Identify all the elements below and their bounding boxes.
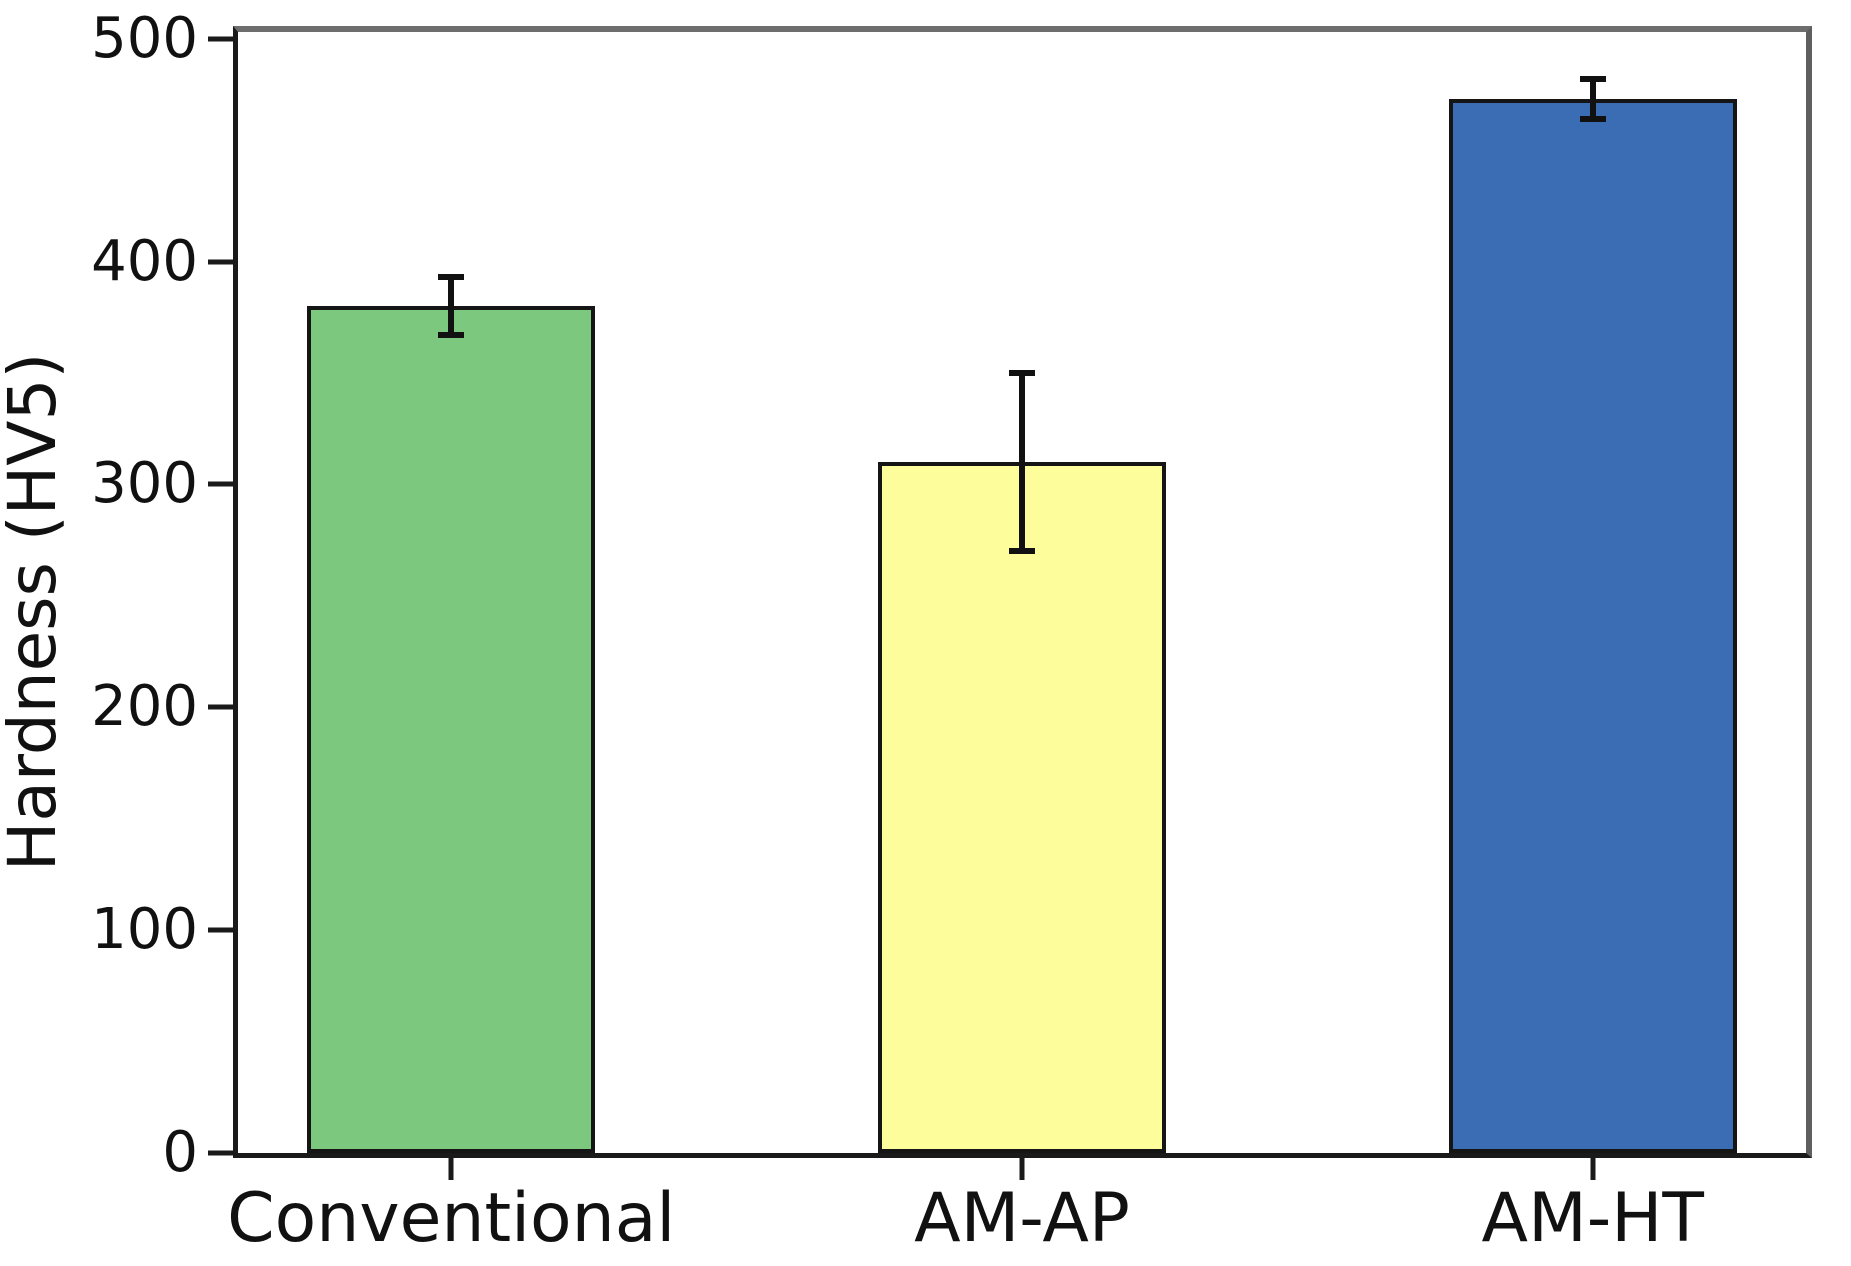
y-axis-tick-label-200: 200 bbox=[91, 674, 198, 740]
error-bar-cap-bottom-conventional bbox=[438, 332, 465, 339]
x-axis-tick-am-ht bbox=[1590, 1158, 1596, 1180]
error-bar-am-ht bbox=[1589, 78, 1596, 119]
error-bar-conventional bbox=[448, 277, 455, 336]
plot-area: 0 100 200 300 400 500 Conventional AM-AP AM-HT bbox=[91, 10, 1812, 1253]
y-axis-tick-label-400: 400 bbox=[91, 228, 198, 294]
y-axis-tick-label-100: 100 bbox=[91, 897, 198, 963]
y-axis-tick-300 bbox=[208, 481, 233, 487]
error-bar-cap-bottom-am-ht bbox=[1579, 115, 1606, 122]
x-axis-tick-label-am-ht: AM-HT bbox=[1481, 1179, 1704, 1258]
error-bar-cap-bottom-am-ap bbox=[1009, 548, 1035, 555]
bar-am-ht bbox=[1448, 98, 1737, 1153]
y-axis-tick-label-500: 500 bbox=[91, 5, 198, 71]
x-axis-tick-label-conventional: Conventional bbox=[227, 1179, 676, 1258]
y-axis-label: Hardness (HV5) bbox=[0, 352, 71, 872]
error-bar-cap-top-am-ap bbox=[1009, 369, 1035, 376]
x-axis-tick-conventional bbox=[448, 1158, 454, 1180]
bar-am-ap bbox=[877, 462, 1166, 1153]
y-axis-tick-label-0: 0 bbox=[162, 1120, 198, 1185]
y-axis-tick-200 bbox=[208, 704, 233, 710]
error-bar-am-ap bbox=[1019, 373, 1025, 552]
error-bar-cap-top-conventional bbox=[438, 274, 465, 281]
y-axis-tick-500 bbox=[208, 36, 233, 42]
y-axis-tick-100 bbox=[208, 927, 233, 933]
y-axis-tick-0 bbox=[208, 1150, 233, 1156]
y-axis-tick-400 bbox=[208, 259, 233, 265]
y-axis-tick-label-300: 300 bbox=[91, 451, 198, 517]
x-axis-tick-label-am-ap: AM-AP bbox=[914, 1179, 1130, 1258]
x-axis-tick-am-ap bbox=[1019, 1158, 1025, 1180]
bar-conventional bbox=[307, 306, 596, 1153]
error-bar-cap-top-am-ht bbox=[1579, 75, 1606, 82]
